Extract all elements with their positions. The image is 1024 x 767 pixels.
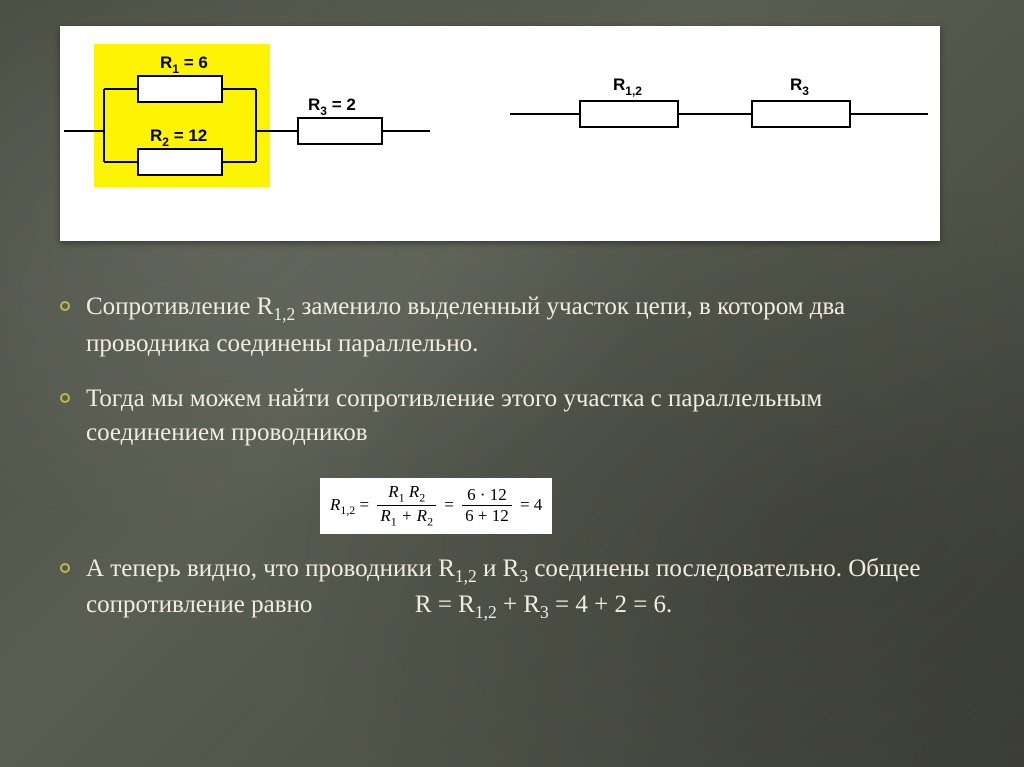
bullet-item-2: Тогда мы можем найти сопротивление этого…	[60, 382, 940, 450]
label-r1: R1 = 6	[160, 53, 208, 76]
label-r3-right: R3	[790, 75, 809, 98]
paragraph-3: А теперь видно, что проводники R1,2 и R3…	[86, 552, 940, 625]
slide-text-content: Сопротивление R1,2 заменило выделенный у…	[60, 290, 940, 647]
formula-box: R1,2 = R1 R2 R1 + R2 = 6 · 12 6 + 12 = 4	[320, 478, 552, 534]
bullet-item-1: Сопротивление R1,2 заменило выделенный у…	[60, 290, 940, 360]
label-r12: R1,2	[613, 75, 642, 98]
bullet-item-3: А теперь видно, что проводники R1,2 и R3…	[60, 552, 940, 625]
circuit-diagram-panel: R1 = 6 R2 = 12 R3 = 2 R1,2 R3	[60, 26, 940, 241]
bullet-icon	[60, 393, 70, 403]
bullet-icon	[60, 301, 70, 311]
paragraph-1: Сопротивление R1,2 заменило выделенный у…	[86, 290, 940, 360]
label-r2: R2 = 12	[150, 126, 207, 149]
paragraph-2: Тогда мы можем найти сопротивление этого…	[86, 382, 940, 450]
circuit-svg: R1 = 6 R2 = 12 R3 = 2 R1,2 R3	[60, 26, 940, 241]
label-r3-left: R3 = 2	[308, 95, 356, 118]
bullet-icon	[60, 563, 70, 573]
